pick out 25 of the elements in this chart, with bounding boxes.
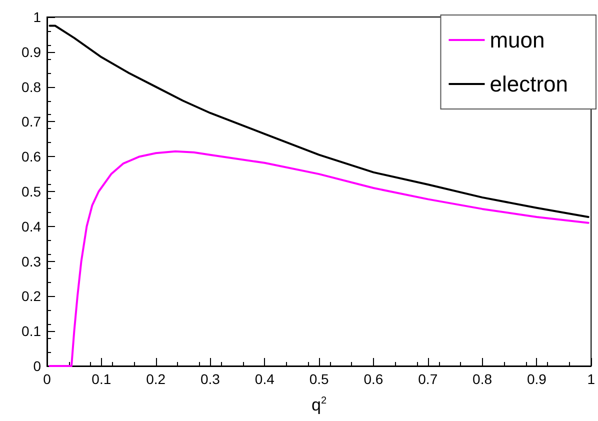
- x-tick-label: 0.4: [254, 371, 275, 387]
- x-tick-label: 1: [587, 371, 596, 387]
- x-tick-label: 0.9: [526, 371, 547, 387]
- x-tick-label: 0: [43, 371, 52, 387]
- y-tick-label: 0.5: [22, 184, 42, 200]
- x-tick-label: 0.8: [472, 371, 492, 387]
- x-tick-label: 0.7: [418, 371, 438, 387]
- x-tick-label: 0.2: [146, 371, 166, 387]
- y-tick-label: 0: [33, 358, 42, 374]
- y-tick-label: 0.7: [22, 114, 42, 130]
- x-tick-label: 0.3: [200, 371, 220, 387]
- y-tick-label: 0.3: [22, 253, 42, 270]
- y-tick-label: 0.4: [22, 218, 42, 234]
- x-tick-label: 0.5: [309, 371, 329, 387]
- y-tick-label: 0.9: [22, 44, 42, 60]
- y-tick-label: 0.1: [22, 323, 42, 340]
- legend-label: muon: [490, 28, 545, 52]
- legend-label: electron: [490, 72, 568, 96]
- line-series: [48, 150, 590, 367]
- y-tick-label: 0.2: [22, 288, 42, 304]
- y-tick-label: 0.8: [22, 78, 42, 95]
- x-tick-label: 0.1: [92, 371, 112, 387]
- y-tick-label: 0.6: [22, 148, 42, 165]
- x-tick-label: 0.6: [364, 371, 384, 387]
- y-tick-label: 1: [33, 9, 42, 25]
